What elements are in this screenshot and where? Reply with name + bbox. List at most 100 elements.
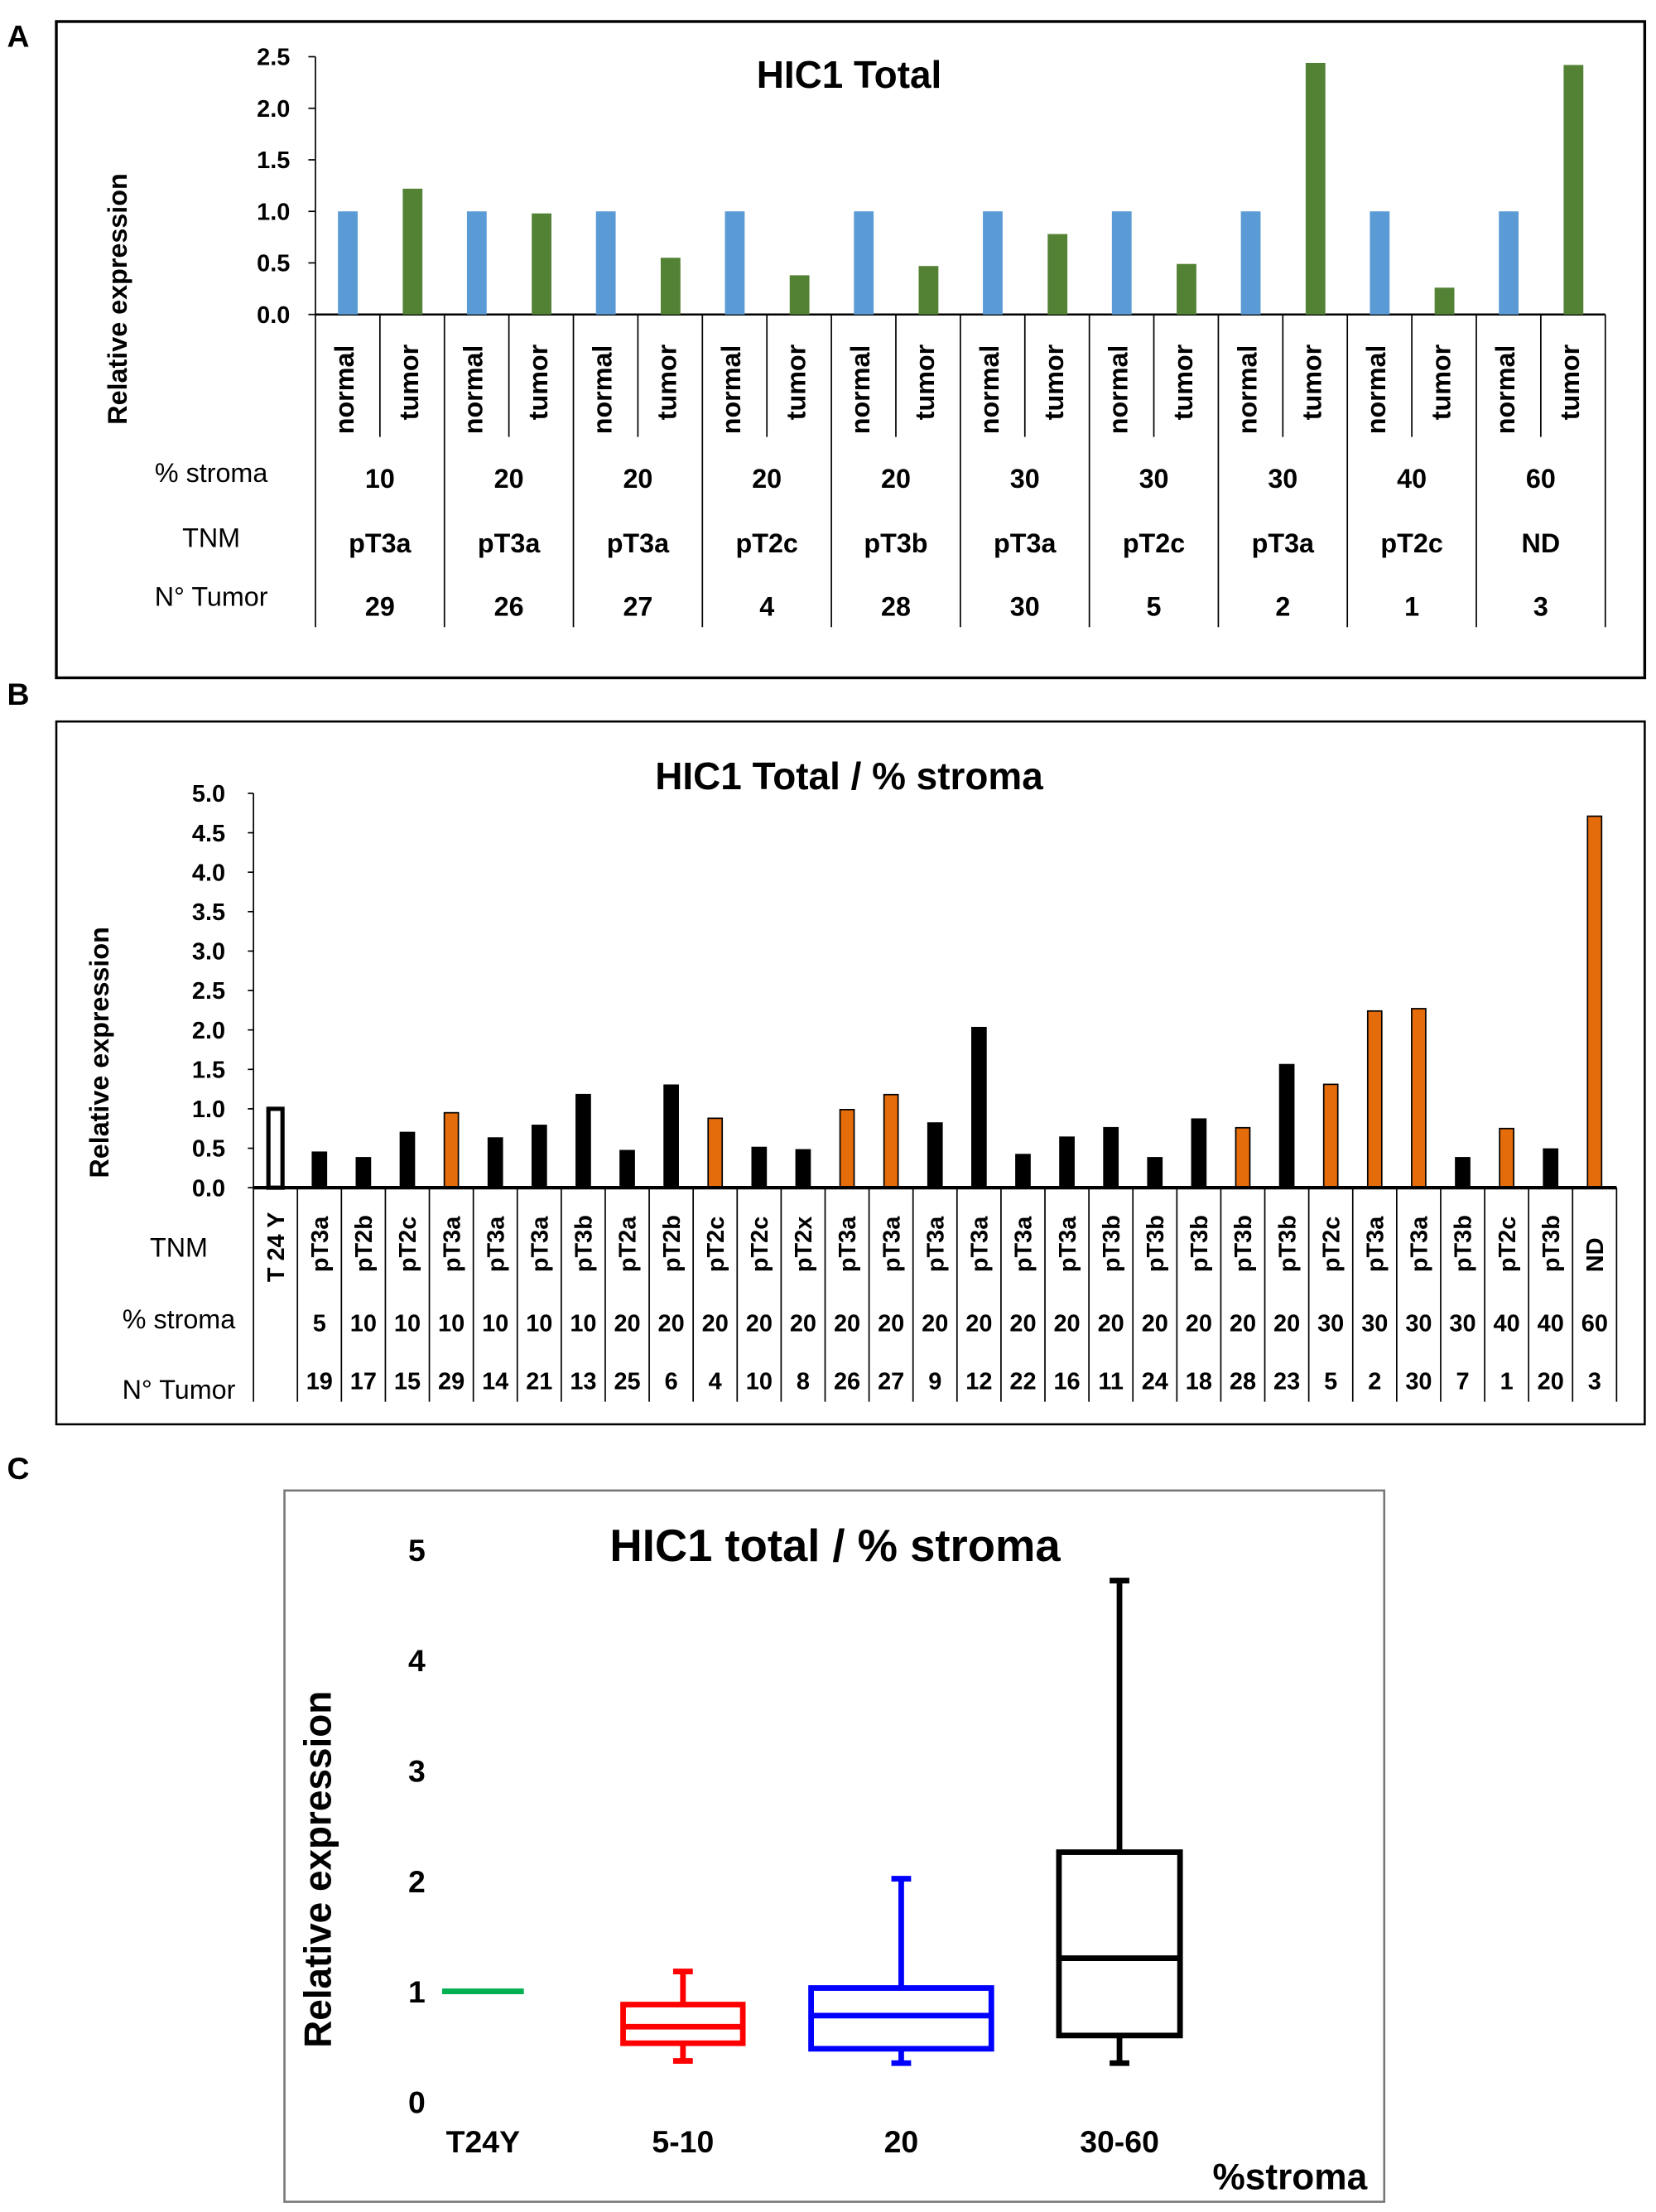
tnm-value: pT2c	[747, 1217, 773, 1272]
tnm-value: pT3b	[1143, 1215, 1169, 1272]
tnm-value: pT2c	[1318, 1217, 1345, 1272]
chart-b-row-label-stroma: % stroma	[123, 1304, 235, 1334]
stroma-value: 40	[1494, 1311, 1520, 1337]
stroma-value: 10	[570, 1311, 596, 1337]
bar-tumor	[789, 275, 810, 315]
bar-tumor	[918, 266, 939, 315]
tumor-number: 4	[709, 1368, 722, 1395]
tumor-number: 24	[1142, 1368, 1168, 1395]
tnm-value: pT3a	[994, 528, 1057, 558]
bar-tumor	[532, 213, 551, 315]
category-label-normal: normal	[845, 345, 875, 435]
bar-normal	[1240, 211, 1261, 315]
stroma-value: 40	[1538, 1311, 1564, 1337]
stroma-value: 20	[1053, 1311, 1080, 1337]
tumor-number: 28	[881, 592, 911, 622]
bar-normal	[338, 211, 358, 315]
stroma-value: 10	[350, 1311, 377, 1337]
stroma-value: 40	[1397, 464, 1427, 494]
bar-normal	[854, 211, 874, 315]
tnm-value: pT2b	[351, 1215, 378, 1272]
bar-orange	[1235, 1126, 1251, 1188]
chart-a-title: HIC1 Total	[757, 53, 942, 96]
tnm-value: pT3a	[922, 1216, 949, 1272]
bar-black	[663, 1084, 679, 1188]
tumor-number: 10	[746, 1368, 773, 1395]
tnm-value: pT3a	[527, 1216, 554, 1272]
bar-black	[575, 1093, 591, 1188]
bar-orange	[839, 1109, 855, 1188]
bar-normal	[1370, 211, 1390, 315]
y-tick-label: 1.5	[257, 147, 290, 174]
tumor-number: 5	[1324, 1368, 1337, 1395]
stroma-value: 30	[1268, 464, 1297, 494]
tumor-number: 13	[570, 1368, 596, 1395]
tumor-number: 29	[365, 592, 395, 622]
bar-normal	[983, 211, 1003, 315]
y-tick-label: 0	[408, 2084, 426, 2119]
stroma-value: 20	[834, 1311, 860, 1337]
stroma-value: 30	[1010, 464, 1040, 494]
y-tick-label: 2.0	[192, 1018, 225, 1044]
stroma-value: 20	[922, 1311, 948, 1337]
tnm-value: pT3b	[1230, 1215, 1257, 1272]
category-label-tumor: tumor	[1039, 344, 1069, 420]
panel-label-a: A	[7, 19, 30, 54]
tumor-number: 20	[1538, 1368, 1564, 1395]
y-tick-label: 3.0	[192, 939, 225, 966]
stroma-value: 20	[878, 1311, 904, 1337]
tumor-number: 19	[306, 1368, 333, 1395]
bar-orange	[1411, 1008, 1427, 1188]
x-category-label: 30-60	[1080, 2124, 1159, 2159]
bar-black	[1147, 1157, 1163, 1188]
y-tick-label: 0.0	[192, 1175, 225, 1202]
tnm-value: pT2c	[395, 1217, 421, 1272]
tnm-value: pT2c	[1495, 1217, 1521, 1272]
y-tick-label: 0.5	[257, 251, 290, 277]
category-label-tumor: tumor	[652, 344, 682, 420]
tnm-value: pT2c	[703, 1217, 729, 1272]
x-category-label: 5-10	[652, 2124, 714, 2159]
tumor-number: 30	[1405, 1368, 1432, 1395]
bar-orange	[443, 1111, 460, 1188]
category-label-normal: normal	[975, 345, 1004, 435]
stroma-value: 60	[1526, 464, 1556, 494]
chart-b-row-label-tnm: TNM	[150, 1232, 208, 1262]
y-tick-label: 1	[408, 1974, 426, 2009]
tnm-value: pT3b	[1538, 1215, 1565, 1272]
tnm-value: ND	[1582, 1237, 1609, 1272]
y-tick-label: 3.5	[192, 899, 225, 926]
stroma-value: 20	[1009, 1311, 1036, 1337]
bar-orange	[1586, 815, 1603, 1188]
stroma-value: 20	[614, 1311, 640, 1337]
stroma-value: 20	[1098, 1311, 1124, 1337]
tnm-value: pT3b	[1274, 1215, 1301, 1272]
panel-b-frame	[55, 720, 1646, 1426]
category-label-tumor: tumor	[781, 344, 811, 420]
stroma-value: 20	[881, 464, 911, 494]
bar-black	[399, 1131, 416, 1188]
tnm-value: pT3a	[483, 1216, 509, 1272]
tumor-number: 26	[834, 1368, 860, 1395]
y-tick-label: 2.0	[257, 96, 290, 123]
bar-black	[1103, 1126, 1119, 1188]
category-label-tumor: tumor	[1168, 344, 1198, 420]
tnm-value: pT3a	[1407, 1216, 1433, 1272]
tnm-value: pT3a	[1055, 1216, 1081, 1272]
tnm-value: pT3a	[607, 528, 670, 558]
tumor-number: 27	[878, 1368, 904, 1395]
category-label-tumor: tumor	[394, 344, 424, 420]
stroma-value: 30	[1449, 1311, 1475, 1337]
y-tick-label: 5.0	[192, 781, 225, 807]
tumor-number: 9	[928, 1368, 941, 1395]
tumor-number: 1	[1500, 1368, 1514, 1395]
tnm-value: pT3a	[1252, 528, 1315, 558]
y-tick-label: 5	[408, 1533, 426, 1568]
bar-normal	[724, 211, 745, 315]
bar-black	[1455, 1157, 1471, 1188]
tnm-value: pT3b	[1099, 1215, 1125, 1272]
stroma-value: 20	[1273, 1311, 1300, 1337]
bar-normal	[466, 211, 487, 315]
chart-b-ylabel: Relative expression	[84, 927, 114, 1178]
category-label-tumor: tumor	[523, 344, 553, 420]
